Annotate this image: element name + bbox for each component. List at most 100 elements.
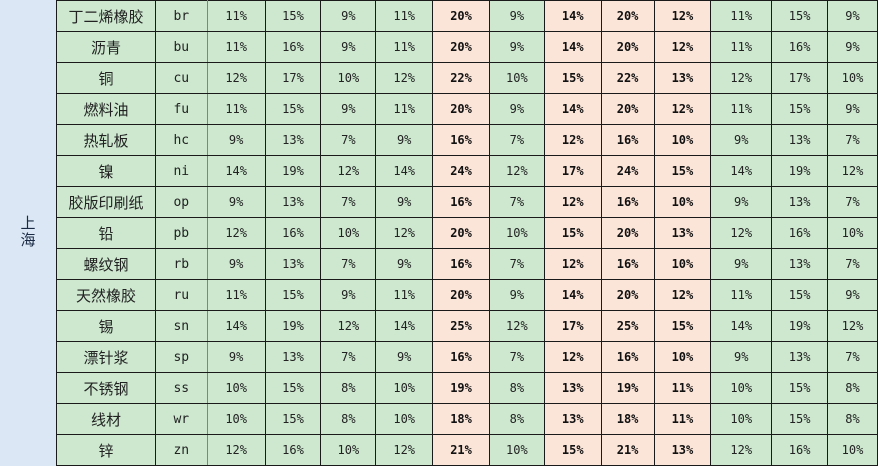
margin-value-cell[interactable]: 9%	[206, 248, 266, 280]
margin-value-cell[interactable]: 7%	[320, 124, 377, 156]
commodity-name-cell[interactable]: 热轧板	[56, 124, 156, 156]
margin-value-cell[interactable]: 9%	[320, 93, 377, 125]
margin-value-cell[interactable]: 11%	[710, 31, 773, 63]
margin-value-cell[interactable]: 7%	[488, 186, 545, 218]
margin-value-cell[interactable]: 16%	[264, 31, 322, 63]
margin-value-cell[interactable]: 12%	[710, 434, 773, 466]
margin-value-cell[interactable]: 9%	[206, 124, 266, 156]
margin-value-cell[interactable]: 9%	[206, 186, 266, 218]
margin-value-cell[interactable]: 14%	[206, 310, 266, 342]
margin-value-cell[interactable]: 7%	[488, 341, 545, 373]
margin-value-cell[interactable]: 20%	[600, 31, 655, 63]
margin-value-cell[interactable]: 10%	[488, 62, 545, 94]
commodity-name-cell[interactable]: 不锈钢	[56, 372, 156, 404]
commodity-code-cell[interactable]: ss	[154, 372, 208, 404]
margin-value-cell[interactable]: 10%	[827, 434, 878, 466]
margin-value-cell[interactable]: 20%	[432, 93, 490, 125]
margin-value-cell[interactable]: 11%	[375, 279, 434, 311]
margin-value-cell[interactable]: 14%	[543, 93, 602, 125]
commodity-name-cell[interactable]: 锌	[56, 434, 156, 466]
margin-value-cell[interactable]: 11%	[653, 372, 712, 404]
margin-value-cell[interactable]: 15%	[264, 0, 322, 32]
margin-value-cell[interactable]: 15%	[653, 155, 712, 187]
margin-value-cell[interactable]: 12%	[320, 155, 377, 187]
margin-value-cell[interactable]: 11%	[375, 93, 434, 125]
margin-value-cell[interactable]: 12%	[375, 62, 434, 94]
commodity-name-cell[interactable]: 胶版印刷纸	[56, 186, 156, 218]
margin-value-cell[interactable]: 17%	[543, 155, 602, 187]
commodity-name-cell[interactable]: 漂针浆	[56, 341, 156, 373]
margin-value-cell[interactable]: 11%	[653, 403, 712, 435]
margin-value-cell[interactable]: 11%	[710, 279, 773, 311]
margin-value-cell[interactable]: 16%	[264, 434, 322, 466]
margin-value-cell[interactable]: 12%	[488, 155, 545, 187]
margin-value-cell[interactable]: 12%	[375, 217, 434, 249]
margin-value-cell[interactable]: 10%	[375, 403, 434, 435]
margin-value-cell[interactable]: 20%	[432, 0, 490, 32]
margin-value-cell[interactable]: 13%	[771, 186, 829, 218]
margin-value-cell[interactable]: 11%	[375, 0, 434, 32]
margin-value-cell[interactable]: 11%	[710, 0, 773, 32]
margin-value-cell[interactable]: 10%	[206, 372, 266, 404]
margin-value-cell[interactable]: 15%	[543, 434, 602, 466]
margin-value-cell[interactable]: 7%	[320, 248, 377, 280]
commodity-name-cell[interactable]: 铅	[56, 217, 156, 249]
margin-value-cell[interactable]: 15%	[653, 310, 712, 342]
margin-value-cell[interactable]: 9%	[320, 31, 377, 63]
margin-value-cell[interactable]: 16%	[264, 217, 322, 249]
margin-value-cell[interactable]: 16%	[432, 341, 490, 373]
margin-value-cell[interactable]: 10%	[488, 217, 545, 249]
margin-value-cell[interactable]: 15%	[264, 279, 322, 311]
commodity-name-cell[interactable]: 锡	[56, 310, 156, 342]
margin-value-cell[interactable]: 9%	[320, 0, 377, 32]
margin-value-cell[interactable]: 12%	[653, 279, 712, 311]
margin-value-cell[interactable]: 16%	[432, 248, 490, 280]
margin-value-cell[interactable]: 7%	[827, 124, 878, 156]
margin-value-cell[interactable]: 16%	[600, 124, 655, 156]
margin-value-cell[interactable]: 16%	[771, 217, 829, 249]
margin-value-cell[interactable]: 16%	[432, 186, 490, 218]
margin-value-cell[interactable]: 9%	[488, 93, 545, 125]
margin-value-cell[interactable]: 15%	[264, 372, 322, 404]
commodity-code-cell[interactable]: rb	[154, 248, 208, 280]
margin-value-cell[interactable]: 10%	[206, 403, 266, 435]
margin-value-cell[interactable]: 9%	[827, 93, 878, 125]
margin-value-cell[interactable]: 16%	[600, 341, 655, 373]
margin-value-cell[interactable]: 12%	[710, 62, 773, 94]
margin-value-cell[interactable]: 15%	[771, 0, 829, 32]
margin-value-cell[interactable]: 18%	[600, 403, 655, 435]
margin-value-cell[interactable]: 19%	[771, 310, 829, 342]
margin-value-cell[interactable]: 19%	[600, 372, 655, 404]
margin-value-cell[interactable]: 12%	[543, 248, 602, 280]
margin-value-cell[interactable]: 13%	[264, 341, 322, 373]
margin-value-cell[interactable]: 22%	[600, 62, 655, 94]
commodity-name-cell[interactable]: 燃料油	[56, 93, 156, 125]
margin-value-cell[interactable]: 17%	[771, 62, 829, 94]
margin-value-cell[interactable]: 8%	[320, 372, 377, 404]
margin-value-cell[interactable]: 10%	[488, 434, 545, 466]
margin-value-cell[interactable]: 13%	[653, 62, 712, 94]
commodity-code-cell[interactable]: br	[154, 0, 208, 32]
margin-value-cell[interactable]: 19%	[771, 155, 829, 187]
margin-value-cell[interactable]: 10%	[320, 62, 377, 94]
margin-value-cell[interactable]: 13%	[264, 124, 322, 156]
margin-value-cell[interactable]: 12%	[827, 310, 878, 342]
margin-value-cell[interactable]: 14%	[543, 279, 602, 311]
margin-value-cell[interactable]: 12%	[543, 341, 602, 373]
margin-value-cell[interactable]: 9%	[488, 31, 545, 63]
margin-value-cell[interactable]: 10%	[827, 62, 878, 94]
margin-value-cell[interactable]: 8%	[488, 403, 545, 435]
commodity-code-cell[interactable]: fu	[154, 93, 208, 125]
margin-value-cell[interactable]: 15%	[771, 93, 829, 125]
margin-value-cell[interactable]: 17%	[264, 62, 322, 94]
margin-value-cell[interactable]: 7%	[320, 186, 377, 218]
margin-value-cell[interactable]: 16%	[600, 248, 655, 280]
margin-value-cell[interactable]: 7%	[827, 341, 878, 373]
margin-value-cell[interactable]: 11%	[206, 31, 266, 63]
margin-value-cell[interactable]: 11%	[375, 31, 434, 63]
margin-value-cell[interactable]: 14%	[375, 310, 434, 342]
margin-value-cell[interactable]: 20%	[600, 93, 655, 125]
margin-value-cell[interactable]: 25%	[432, 310, 490, 342]
margin-value-cell[interactable]: 13%	[653, 217, 712, 249]
margin-value-cell[interactable]: 14%	[543, 0, 602, 32]
